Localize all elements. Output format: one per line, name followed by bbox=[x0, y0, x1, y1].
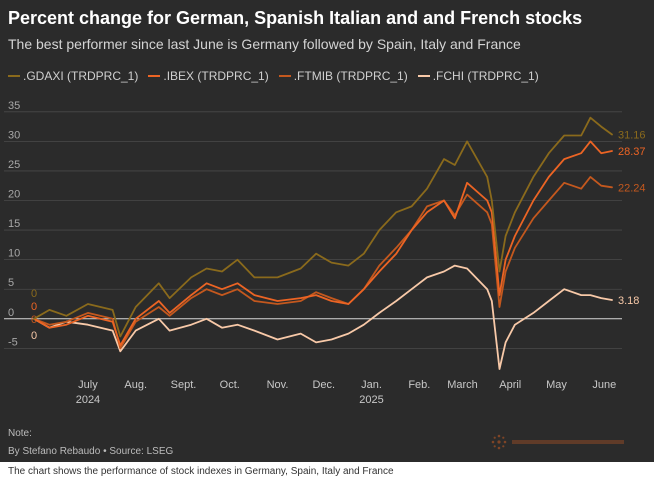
legend-label: .GDAXI (TRDPRC_1) bbox=[23, 69, 139, 83]
legend-swatch bbox=[148, 75, 161, 77]
chart-subtitle: The best performer since last June is Ge… bbox=[8, 36, 521, 52]
series-line-3 bbox=[33, 176, 613, 350]
x-tick-year: 2025 bbox=[359, 394, 383, 406]
legend-swatch bbox=[8, 75, 20, 77]
reuters-logo-icon bbox=[491, 434, 624, 450]
x-tick-label: Aug. bbox=[124, 379, 147, 391]
series-end-label: 31.16 bbox=[618, 130, 646, 142]
y-tick-label: 0 bbox=[8, 307, 14, 319]
x-tick-label: May bbox=[546, 379, 567, 391]
legend-label: .FTMIB (TRDPRC_1) bbox=[293, 69, 408, 83]
x-tick-label: Oct. bbox=[220, 379, 240, 391]
series-end-label: 22.24 bbox=[618, 182, 646, 194]
y-tick-label: 25 bbox=[8, 159, 20, 171]
x-tick-label: March bbox=[447, 379, 478, 391]
x-tick-label: Nov. bbox=[267, 379, 289, 391]
series-end-label: 28.37 bbox=[618, 146, 646, 158]
legend-item: .IBEX (TRDPRC_1) bbox=[148, 69, 269, 83]
x-tick-label: Feb. bbox=[408, 379, 430, 391]
legend-item: .GDAXI (TRDPRC_1) bbox=[8, 69, 138, 83]
chart-legend: .GDAXI (TRDPRC_1) .IBEX (TRDPRC_1) .FTMIB … bbox=[8, 68, 539, 84]
y-tick-label: -5 bbox=[8, 336, 18, 348]
y-tick-label: 35 bbox=[8, 100, 20, 112]
legend-swatch bbox=[417, 75, 430, 77]
chart-panel bbox=[0, 0, 654, 462]
chart-title: Percent change for German, Spanish Itali… bbox=[8, 8, 583, 28]
x-tick-label: July bbox=[78, 379, 98, 391]
series-start-label: 0 bbox=[31, 301, 37, 313]
series-end-label: 3.18 bbox=[618, 295, 639, 307]
x-tick-label: Dec. bbox=[312, 379, 335, 391]
series-line-4 bbox=[33, 264, 613, 370]
legend-swatch bbox=[278, 75, 291, 77]
x-tick-label: Jan. bbox=[361, 379, 382, 391]
y-tick-label: 10 bbox=[8, 248, 20, 260]
x-tick-label: June bbox=[592, 379, 616, 391]
figure-caption: The chart shows the performance of stock… bbox=[8, 466, 394, 477]
byline: By Stefano Rebaudo • Source: LSEG bbox=[8, 446, 174, 457]
note-label: Note: bbox=[8, 428, 32, 439]
series-start-label: 0 bbox=[31, 288, 37, 300]
series-start-label: 0 bbox=[31, 330, 37, 342]
legend-item: .FCHI (TRDPRC_1) bbox=[417, 69, 539, 83]
y-tick-label: 5 bbox=[8, 277, 14, 289]
x-tick-label: April bbox=[499, 379, 521, 391]
x-tick-label: Sept. bbox=[171, 379, 197, 391]
legend-label: .FCHI (TRDPRC_1) bbox=[432, 69, 539, 83]
series-line-2 bbox=[33, 140, 613, 347]
y-tick-label: 20 bbox=[8, 189, 20, 201]
x-tick-year: 2024 bbox=[76, 394, 100, 406]
legend-item: .FTMIB (TRDPRC_1) bbox=[278, 69, 408, 83]
series-start-label: 0 bbox=[31, 314, 37, 326]
y-tick-label: 15 bbox=[8, 218, 20, 230]
series-line-1 bbox=[33, 116, 613, 338]
y-tick-label: 30 bbox=[8, 129, 20, 141]
legend-label: .IBEX (TRDPRC_1) bbox=[163, 69, 269, 83]
